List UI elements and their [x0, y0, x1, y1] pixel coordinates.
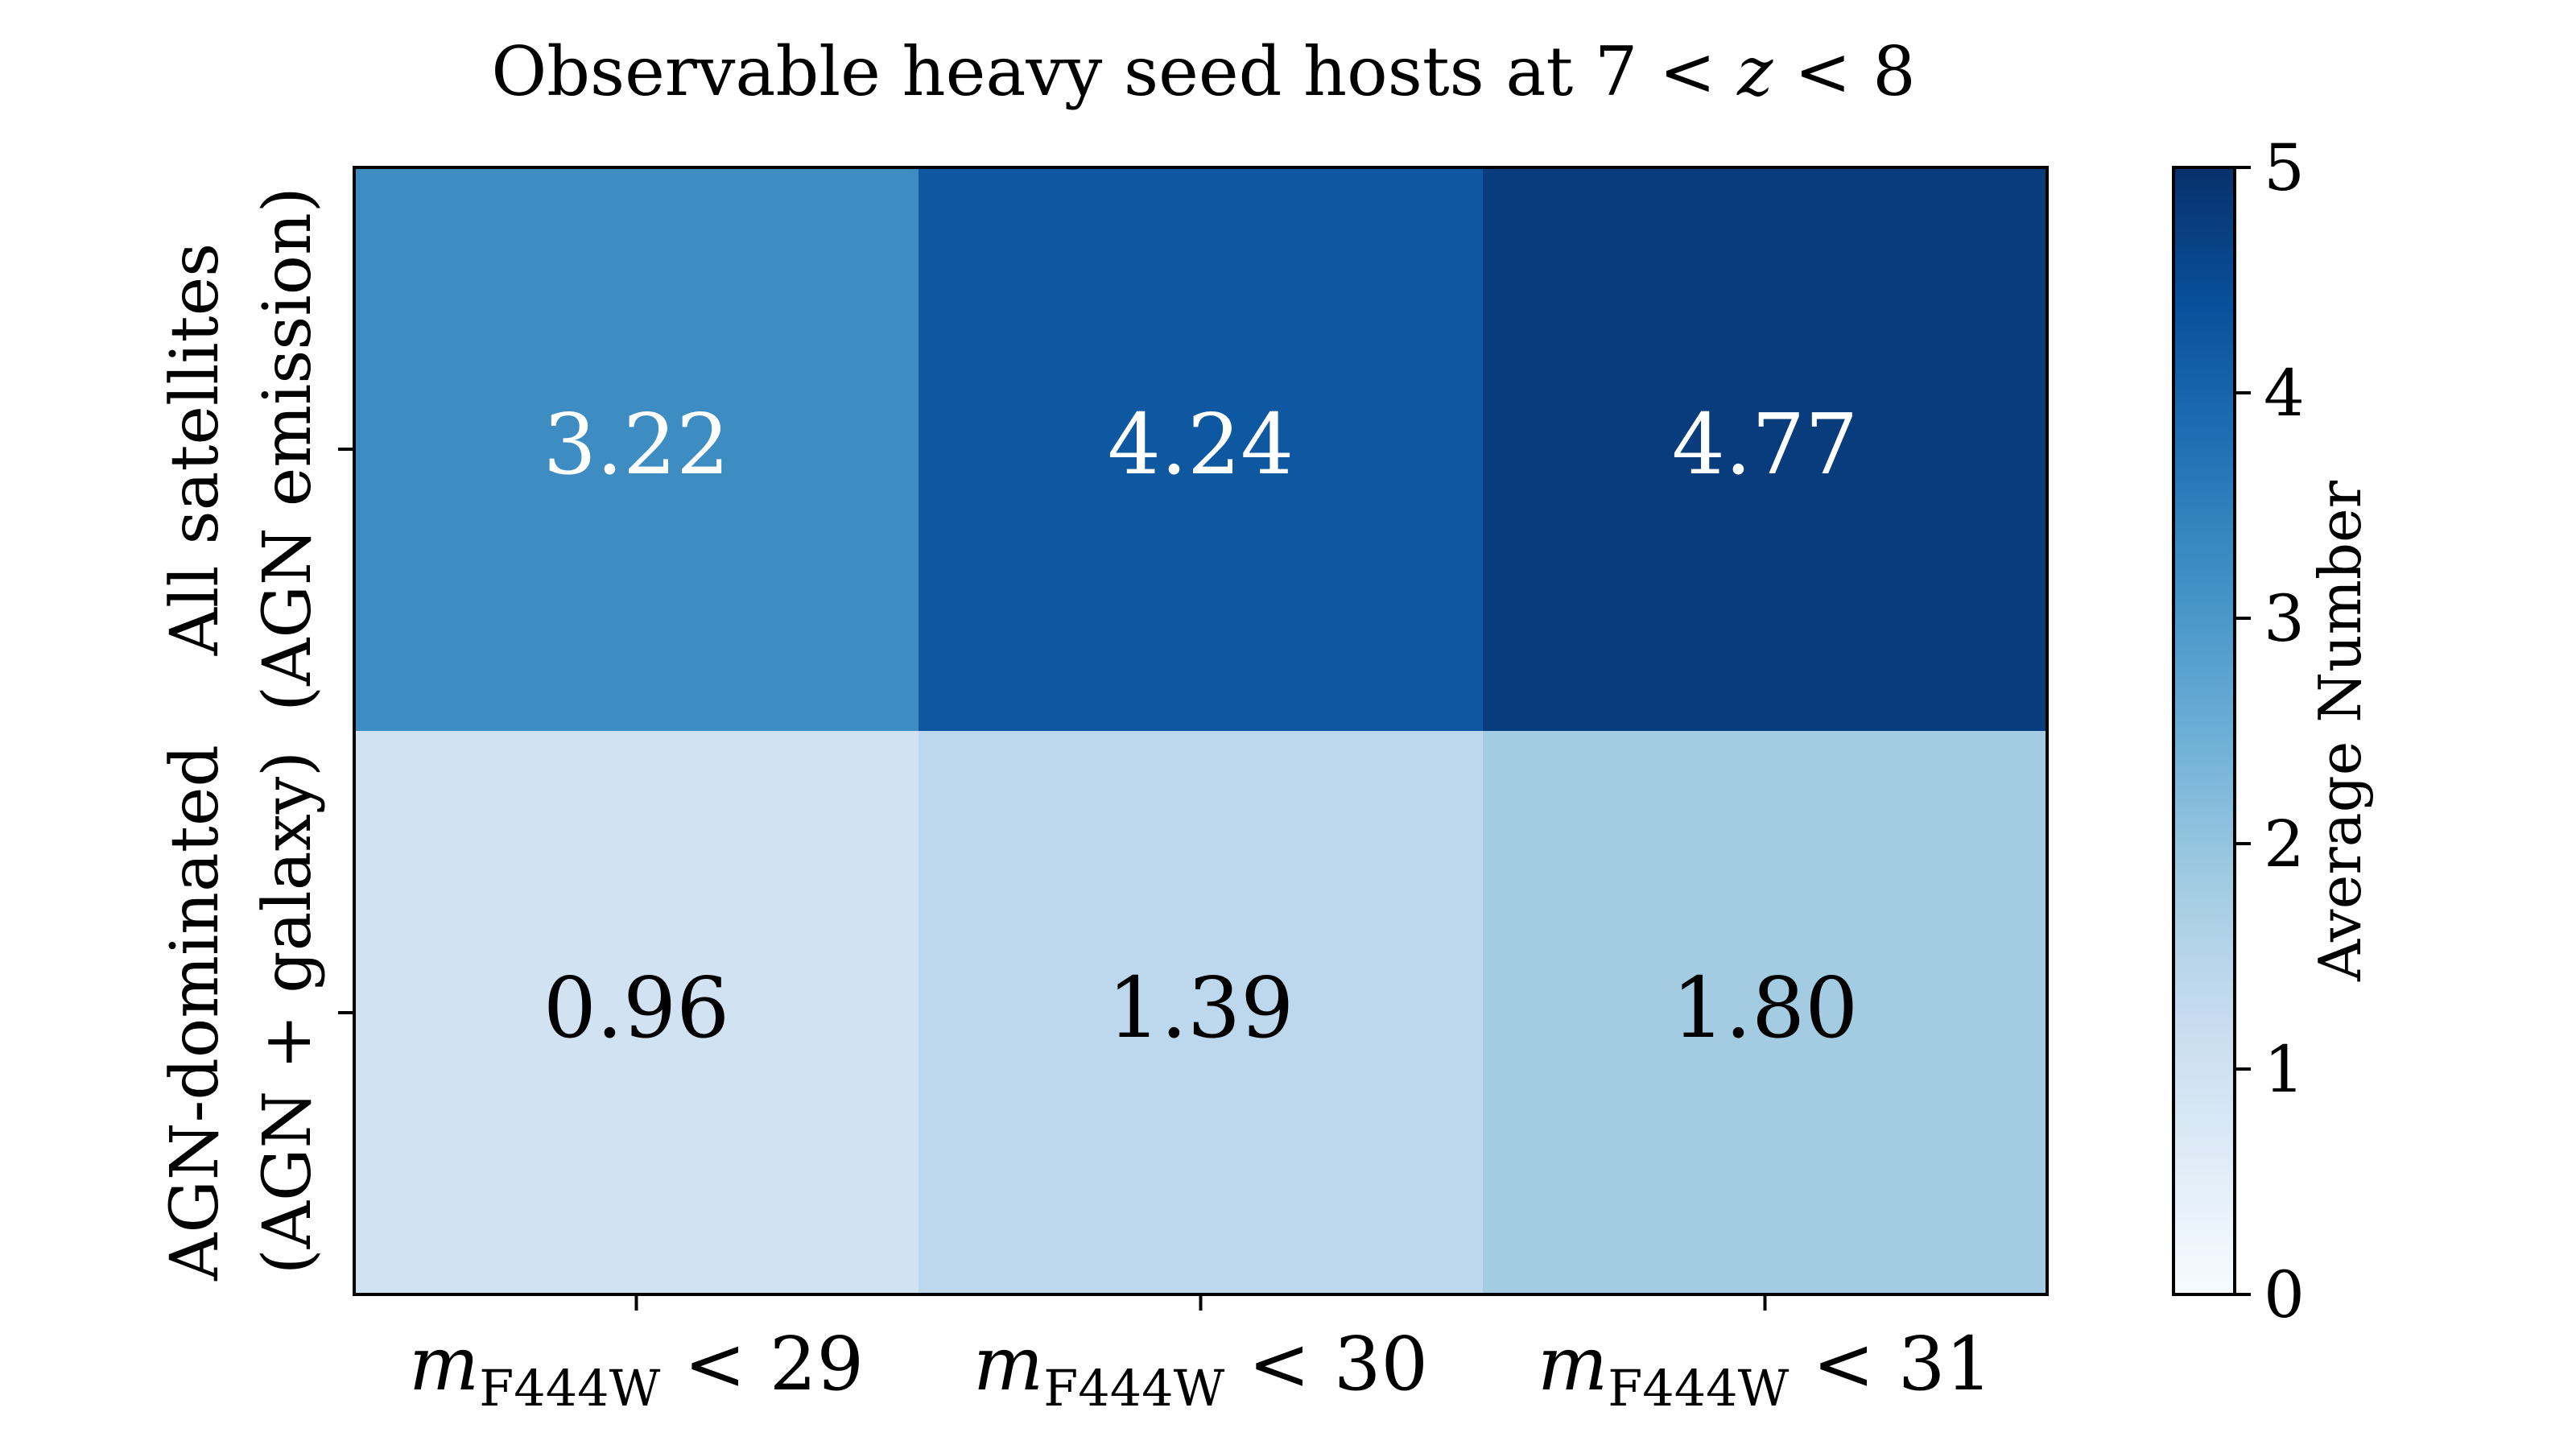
x-label-subscript: F444W	[1043, 1359, 1224, 1418]
heatmap-cells	[354, 167, 2048, 1295]
value-label-r1-c1: 1.39	[1108, 959, 1294, 1057]
colorbar-tick-label-1: 1	[2264, 1032, 2305, 1107]
title-prefix: Observable heavy seed hosts at 7 <	[491, 32, 1737, 111]
heatmap-cell-r1-c1	[919, 731, 1484, 1295]
value-label-r0-c0: 3.22	[543, 395, 730, 493]
colorbar-tick-label-5: 5	[2264, 130, 2305, 205]
heatmap-cell-r1-c0	[354, 731, 919, 1295]
colorbar-tick-label-4: 4	[2264, 356, 2305, 431]
heatmap-cell-r1-c2	[1483, 731, 2048, 1295]
y-tick-label-1-line1: AGN-dominated	[157, 745, 233, 1282]
x-tick-label-0: mF444W < 29	[409, 1321, 864, 1418]
colorbar-label: Average Number	[2306, 480, 2374, 982]
colorbar-ticks: 0 1 2 3 4 5	[2235, 130, 2305, 1332]
colorbar-tick-label-3: 3	[2264, 581, 2305, 656]
x-label-relation: < 30	[1224, 1321, 1428, 1407]
heatmap-cell-r0-c0	[354, 167, 919, 732]
title-suffix: < 8	[1773, 32, 1915, 111]
x-label-relation: < 31	[1789, 1321, 1992, 1407]
colorbar-tick-label-2: 2	[2264, 807, 2305, 881]
title-variable: z	[1736, 32, 1773, 111]
x-tick-label-2: mF444W < 31	[1538, 1321, 1992, 1418]
x-label-variable: m	[973, 1321, 1043, 1407]
heatmap-cell-r0-c1	[919, 167, 1484, 732]
x-label-variable: m	[409, 1321, 479, 1407]
x-label-subscript: F444W	[479, 1359, 660, 1418]
colorbar-tick-label-0: 0	[2264, 1257, 2305, 1332]
value-label-r1-c2: 1.80	[1672, 959, 1859, 1057]
y-tick-label-1-line2: (AGN + galaxy)	[250, 751, 326, 1274]
x-axis: mF444W < 29 mF444W < 30 mF444W < 31	[409, 1294, 1992, 1418]
x-tick-label-1: mF444W < 30	[973, 1321, 1428, 1418]
x-label-relation: < 29	[660, 1321, 864, 1407]
value-label-r0-c1: 4.24	[1108, 395, 1294, 493]
heatmap-cell-r0-c2	[1483, 167, 2048, 732]
y-tick-label-0-line1: All satellites	[157, 243, 233, 656]
value-label-r1-c0: 0.96	[543, 959, 730, 1057]
y-axis: All satellites (AGN emission)AGN-dominate…	[157, 187, 354, 1282]
y-tick-label-0-line2: (AGN emission)	[250, 187, 326, 712]
heatmap-value-labels: 3.22 4.24 4.77 0.96 1.39 1.80	[543, 395, 1859, 1057]
value-label-r0-c2: 4.77	[1672, 395, 1859, 493]
x-label-subscript: F444W	[1608, 1359, 1789, 1418]
colorbar	[2172, 166, 2236, 1296]
x-label-variable: m	[1538, 1321, 1608, 1407]
chart-title: Observable heavy seed hosts at 7 < z < 8	[491, 32, 1915, 111]
